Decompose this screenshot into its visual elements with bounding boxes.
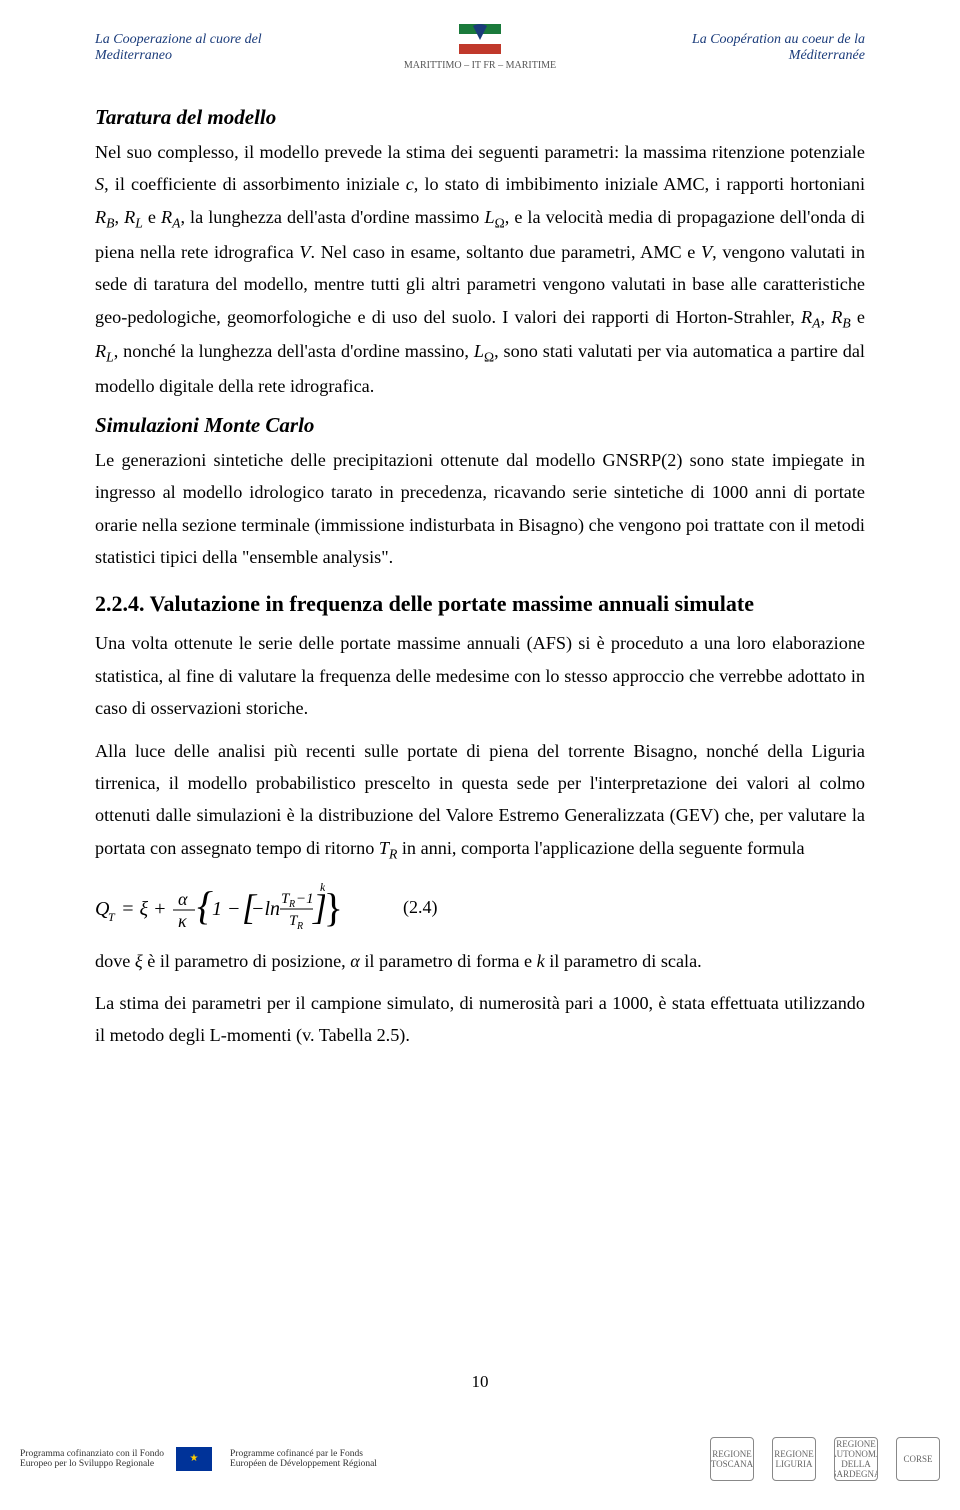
svg-text:R: R [296, 921, 303, 932]
footer-right-logos: REGIONE TOSCANA REGIONE LIGURIA REGIONE … [710, 1437, 940, 1481]
document-page: La Cooperazione al cuore del Mediterrane… [0, 0, 960, 1510]
svg-text:κ: κ [178, 911, 187, 931]
para-valutazione-3: dove ξ è il parametro di posizione, α il… [95, 945, 865, 977]
svg-text:−1: −1 [296, 891, 314, 907]
equation-2-4-number: (2.4) [403, 897, 438, 918]
para-valutazione-1: Una volta ottenute le serie delle portat… [95, 627, 865, 724]
logo-sardegna: REGIONE AUTONOMA DELLA SARDEGNA [834, 1437, 878, 1481]
footer-left-group: Programma cofinanziato con il Fondo Euro… [20, 1447, 380, 1471]
para-taratura-1: Nel suo complesso, il modello prevede la… [95, 136, 865, 403]
program-flag-icon [459, 24, 501, 61]
svg-text:T: T [108, 910, 116, 924]
svg-text:{: { [197, 883, 213, 928]
para-simulazioni-1: Le generazioni sintetiche delle precipit… [95, 444, 865, 574]
footer-banner: Programma cofinanziato con il Fondo Euro… [20, 1418, 940, 1500]
para-valutazione-4: La stima dei parametri per il campione s… [95, 987, 865, 1052]
para-valutazione-2: Alla luce delle analisi più recenti sull… [95, 735, 865, 867]
page-number: 10 [0, 1372, 960, 1392]
header-banner: La Cooperazione al cuore del Mediterrane… [95, 10, 865, 85]
header-left-motto: La Cooperazione al cuore del Mediterrane… [95, 32, 295, 64]
svg-text:R: R [288, 899, 295, 910]
section-title-valutazione: 2.2.4. Valutazione in frequenza delle po… [95, 591, 865, 617]
logo-corse: CORSE [896, 1437, 940, 1481]
footer-funding-text-it: Programma cofinanziato con il Fondo Euro… [20, 1447, 212, 1471]
footer-funding-text-fr: Programme cofinancé par le Fonds Europée… [230, 1449, 380, 1469]
section-title-simulazioni: Simulazioni Monte Carlo [95, 413, 865, 438]
header-center-logo: MARITTIMO – IT FR – MARITIME [404, 24, 556, 71]
svg-text:= ξ +: = ξ + [121, 898, 167, 920]
equation-2-4-formula: Q T = ξ + α κ { 1 − [ −ln T R −1 T R [95, 877, 343, 939]
header-right-motto: La Coopération au coeur de la Méditerran… [665, 32, 865, 64]
svg-text:−ln: −ln [251, 898, 280, 920]
eu-flag-icon [176, 1447, 212, 1471]
header-center-label: MARITTIMO – IT FR – MARITIME [404, 61, 556, 71]
equation-2-4: Q T = ξ + α κ { 1 − [ −ln T R −1 T R [95, 877, 865, 939]
svg-text:1 −: 1 − [212, 898, 241, 920]
logo-liguria: REGIONE LIGURIA [772, 1437, 816, 1481]
svg-text:α: α [178, 889, 188, 909]
section-title-taratura: Taratura del modello [95, 105, 865, 130]
logo-toscana: REGIONE TOSCANA [710, 1437, 754, 1481]
